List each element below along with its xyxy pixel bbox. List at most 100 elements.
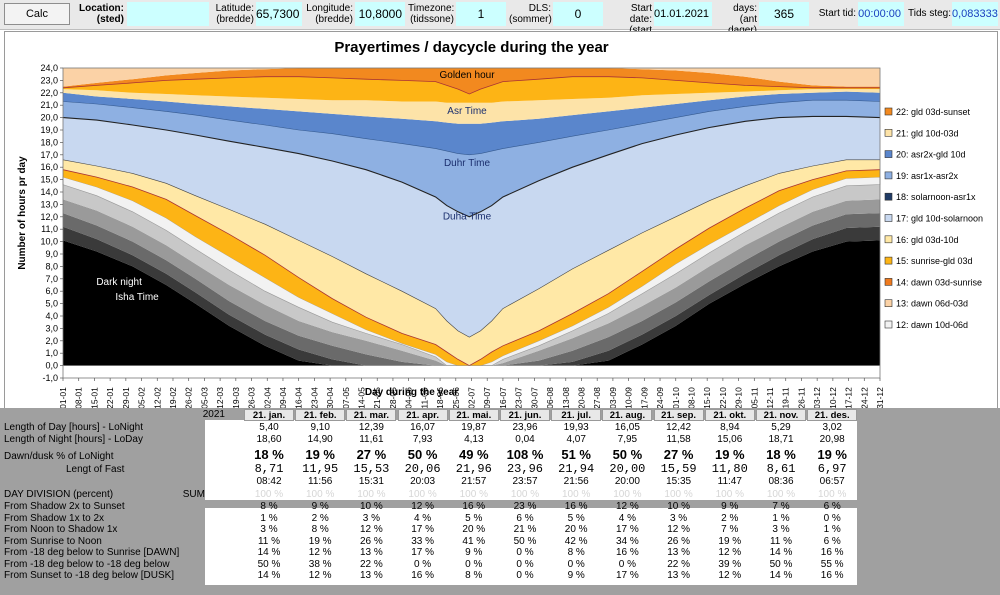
x-tick-label: 20-08 [576, 387, 586, 408]
division-value: 5 % [567, 512, 585, 524]
x-tick-label: 30-07 [529, 387, 539, 408]
division-value: 20 % [564, 524, 588, 535]
x-axis-label: Day during the year [365, 387, 458, 398]
legend-swatch [884, 235, 893, 244]
month-header: 21. mar. [346, 409, 397, 421]
y-tick-label: 10,0 [40, 237, 58, 247]
division-value: 34 % [615, 535, 639, 547]
division-value: 50 % [513, 535, 537, 547]
x-tick-label: 26-11 [796, 387, 806, 408]
legend-swatch [884, 171, 893, 180]
division-value: 14 % [769, 570, 793, 581]
length-day-value: 19,93 [563, 422, 589, 433]
latitude-input[interactable]: 65,7300 [256, 2, 302, 26]
division-value: 9 % [567, 570, 585, 581]
start-time-input[interactable]: 00:00:00 [858, 2, 904, 26]
band-dawn-10d-06d [63, 184, 880, 366]
asr1-line [62, 99, 881, 156]
y-tick-label: 17,0 [40, 150, 58, 160]
division-value: 50 % [257, 558, 281, 570]
division-value: 8 % [311, 524, 329, 535]
division-value: 12 % [718, 547, 742, 558]
month-header: 21. apr. [397, 409, 448, 421]
calc-button[interactable]: Calc [4, 3, 70, 25]
division-value: 41 % [462, 535, 486, 547]
legend-swatch [884, 107, 893, 116]
x-tick-label: 12-03 [215, 387, 225, 408]
sum-value: 100 % [613, 489, 642, 500]
dls-input[interactable]: 0 [553, 2, 603, 26]
longitude-input[interactable]: 10,8000 [355, 2, 405, 26]
division-value: 17 % [411, 524, 434, 535]
chart-annotation: Asr Time [447, 106, 487, 117]
dawn-value: 51 % [561, 447, 591, 462]
timezone-input[interactable]: 1 [456, 2, 506, 26]
x-tick-label: 09-07 [482, 387, 492, 408]
dawn-value: 50 % [407, 447, 438, 462]
sum-value: 100 % [510, 489, 540, 500]
division-value: 12 % [308, 570, 332, 581]
month-header: 21. jul. [551, 409, 602, 421]
start-date-input[interactable]: 01.01.2021 [654, 2, 712, 26]
division-value: 17 % [615, 570, 639, 581]
legend-entry: 13: dawn 06d-03d [896, 299, 968, 309]
x-tick-label: 24-12 [859, 387, 869, 408]
division-value: 6 % [516, 512, 534, 524]
y-axis-label: Number of hours pr day [17, 156, 28, 270]
x-tick-label: 03-12 [812, 387, 822, 408]
legend-swatch [884, 150, 893, 158]
band-dark-night [63, 240, 880, 366]
x-tick-label: 04-06 [404, 387, 414, 408]
division-value: 3 % [772, 524, 790, 535]
band-asr1x-asr2x [63, 100, 880, 217]
chart-annotation: Duhr Time [444, 158, 491, 169]
division-value: 0 % [413, 558, 432, 570]
duha-line [62, 159, 880, 338]
division-row-label: From -18 deg below to -18 deg below [4, 558, 170, 570]
division-value: 12 % [359, 524, 383, 535]
x-tick-label: 14-05 [357, 387, 367, 408]
y-tick-label: 20,0 [40, 113, 58, 123]
days-label: days:(ant dager) [728, 3, 757, 36]
length-night-label: Length of Night [hours] - LoDay [4, 434, 143, 445]
division-value: 12 % [308, 547, 332, 558]
division-value: 0 % [618, 558, 636, 570]
division-row-label: From Noon to Shadow 1x [4, 524, 118, 535]
division-value: 26 % [667, 535, 690, 547]
fast-time: 11:47 [717, 476, 742, 487]
start-time-label: Start tid: [818, 8, 856, 19]
x-tick-label: 01-10 [671, 387, 681, 408]
division-value: 14 % [257, 547, 281, 558]
division-value: 12 % [718, 570, 742, 581]
legend-swatch [884, 214, 893, 222]
x-tick-label: 30-04 [325, 387, 335, 408]
x-tick-label: 05-03 [199, 387, 209, 408]
division-value: 22 % [667, 558, 690, 570]
time-step-input[interactable]: 0,083333 [952, 2, 998, 26]
y-tick-label: 2,0 [45, 336, 58, 346]
length-day-value: 5,40 [259, 422, 279, 433]
month-header: 21. des. [807, 409, 858, 421]
latitude-label: Latitude: (bredde) [215, 3, 254, 25]
division-value: 33 % [411, 535, 434, 547]
legend-entry: 22: gld 03d-sunset [896, 107, 971, 117]
x-tick-label: 23-07 [514, 387, 524, 408]
x-tick-label: 17-09 [639, 387, 649, 408]
legend-entry: 19: asr1x-asr2x [896, 171, 959, 181]
legend-swatch [884, 299, 893, 308]
sum-value: 100 % [357, 489, 386, 500]
sum-value: 100 % [818, 489, 847, 500]
x-tick-label: 08-10 [686, 387, 696, 408]
x-tick-label: 29-01 [121, 387, 131, 408]
division-value: 0 % [516, 570, 534, 581]
time-step-label: Tids steg: [908, 8, 951, 19]
location-input[interactable] [127, 2, 209, 26]
fast-time: 08:42 [256, 476, 282, 487]
dawn-value: 19 % [305, 447, 335, 462]
days-input[interactable]: 365 [759, 2, 809, 26]
division-value: 50 % [769, 558, 793, 570]
x-tick-label: 24-09 [655, 387, 665, 408]
division-value: 21 % [513, 524, 537, 535]
legend-swatch [884, 256, 893, 265]
x-tick-label: 03-09 [608, 387, 618, 408]
